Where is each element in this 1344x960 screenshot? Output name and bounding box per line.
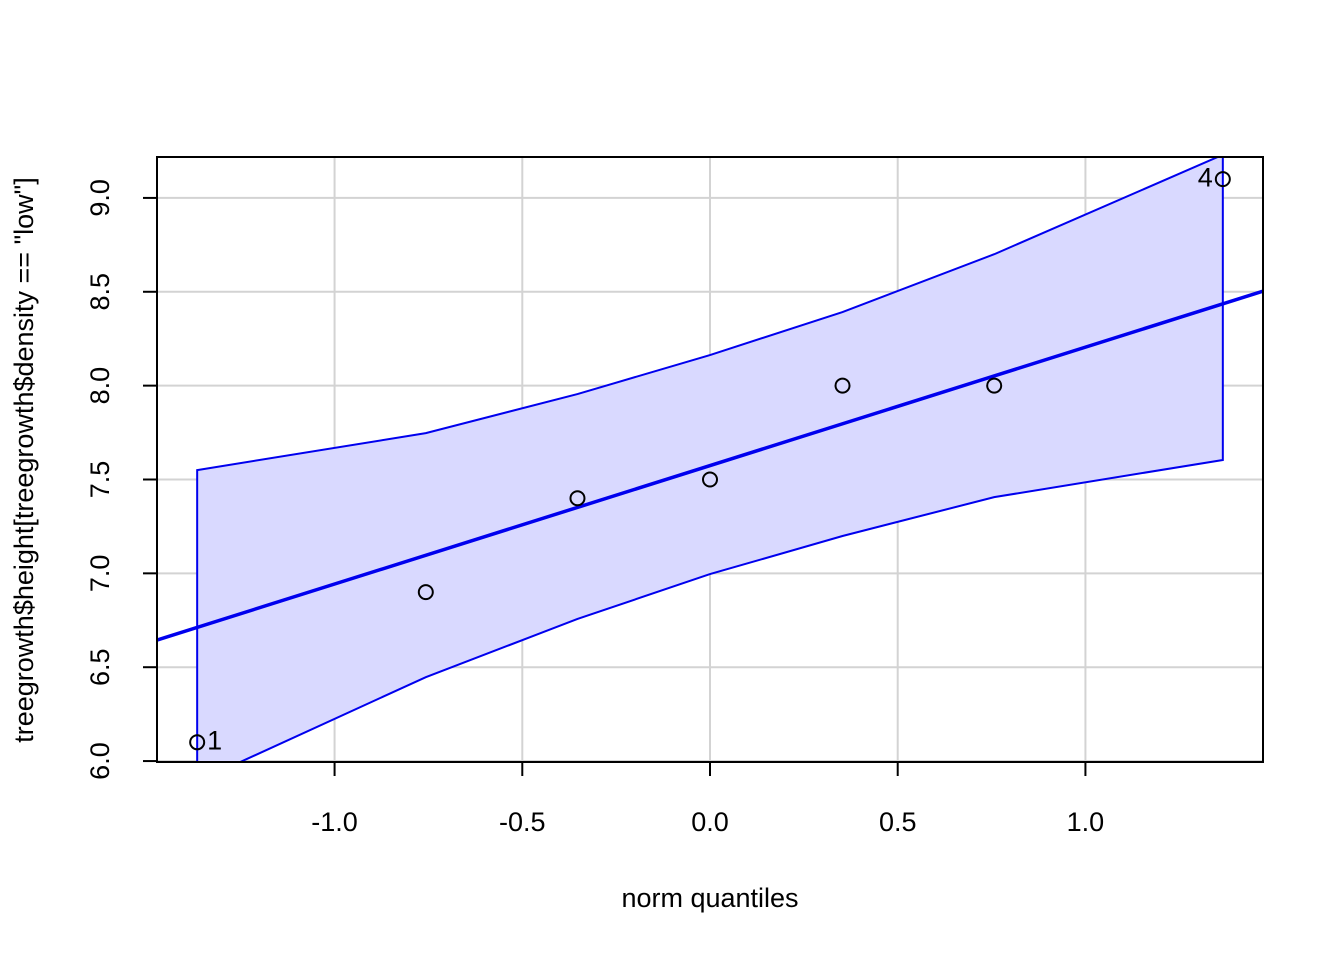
y-axis-label: treegrowth$height[treegrowth$density == … [9, 177, 39, 743]
data-point [569, 490, 586, 507]
data-point [417, 584, 434, 601]
data-point [189, 734, 206, 751]
data-point [986, 377, 1003, 394]
reference-line [157, 289, 1263, 642]
x-tick-label: -0.5 [499, 807, 546, 837]
x-tick-label: 1.0 [1067, 807, 1105, 837]
data-point [702, 471, 718, 488]
data-point [834, 377, 851, 394]
y-tick-label: 6.5 [85, 648, 115, 686]
point-label: 4 [1198, 162, 1213, 192]
plot-area [157, 157, 1263, 762]
y-tick-label: 8.0 [85, 367, 115, 405]
x-tick-label: 0.0 [691, 807, 729, 837]
y-tick-label: 7.0 [85, 555, 115, 593]
y-tick-label: 6.0 [85, 742, 115, 780]
x-tick-label: -1.0 [311, 807, 358, 837]
x-tick-label: 0.5 [879, 807, 917, 837]
y-tick-label: 7.5 [85, 461, 115, 499]
data-point [1214, 171, 1231, 188]
x-axis-label: norm quantiles [621, 883, 798, 913]
y-tick-label: 8.5 [85, 273, 115, 311]
point-label: 1 [207, 725, 222, 755]
y-tick-label: 9.0 [85, 179, 115, 217]
confidence-band [196, 157, 1224, 762]
